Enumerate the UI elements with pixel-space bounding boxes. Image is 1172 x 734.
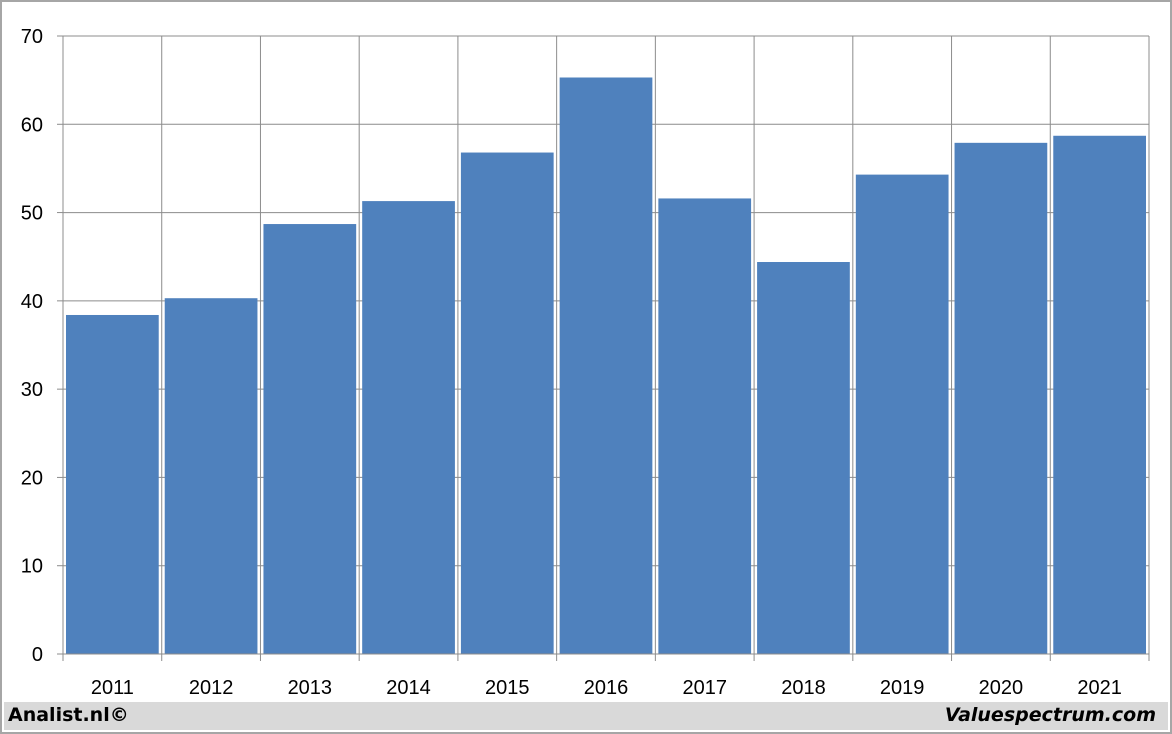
footer-source-left: Analist.nl© xyxy=(8,704,129,726)
bar-2011 xyxy=(66,314,159,654)
footer-source-right: Valuespectrum.com xyxy=(944,704,1156,726)
y-tick-label-50: 50 xyxy=(21,203,43,225)
bar-2013 xyxy=(263,224,357,654)
bar-2016 xyxy=(559,77,653,655)
bar-2021 xyxy=(1053,135,1146,654)
x-tick-label-2011: 2011 xyxy=(91,677,134,699)
bar-2020 xyxy=(954,142,1048,654)
x-tick-label-2020: 2020 xyxy=(979,677,1024,699)
bar-2012 xyxy=(164,298,258,654)
y-tick-label-20: 20 xyxy=(21,467,43,489)
x-tick-label-2018: 2018 xyxy=(781,677,826,699)
x-tick-label-2013: 2013 xyxy=(288,677,333,699)
x-tick-label-2019: 2019 xyxy=(880,677,925,699)
bar-2017 xyxy=(658,198,752,654)
chart-footer: Analist.nl© Valuespectrum.com xyxy=(4,702,1168,730)
x-tick-label-2021: 2021 xyxy=(1077,677,1122,699)
bar-2018 xyxy=(757,262,850,654)
bar-2015 xyxy=(460,152,554,654)
bar-2014 xyxy=(362,201,455,654)
y-tick-label-60: 60 xyxy=(21,114,43,136)
x-tick-label-2012: 2012 xyxy=(189,677,234,699)
y-tick-label-30: 30 xyxy=(21,379,43,401)
y-tick-label-0: 0 xyxy=(32,644,43,666)
bar-chart: 0 10 20 30 40 50 60 70 2011 2012 2013 2014 2015 2016 2… xyxy=(21,26,1150,699)
x-tick-label-2017: 2017 xyxy=(682,677,727,699)
y-tick-label-40: 40 xyxy=(21,291,43,313)
bar-2019 xyxy=(855,174,949,654)
x-tick-label-2015: 2015 xyxy=(485,677,530,699)
y-tick-label-10: 10 xyxy=(21,556,43,578)
x-tick-label-2014: 2014 xyxy=(386,677,431,699)
y-tick-label-70: 70 xyxy=(21,26,43,48)
x-tick-label-2016: 2016 xyxy=(584,677,629,699)
